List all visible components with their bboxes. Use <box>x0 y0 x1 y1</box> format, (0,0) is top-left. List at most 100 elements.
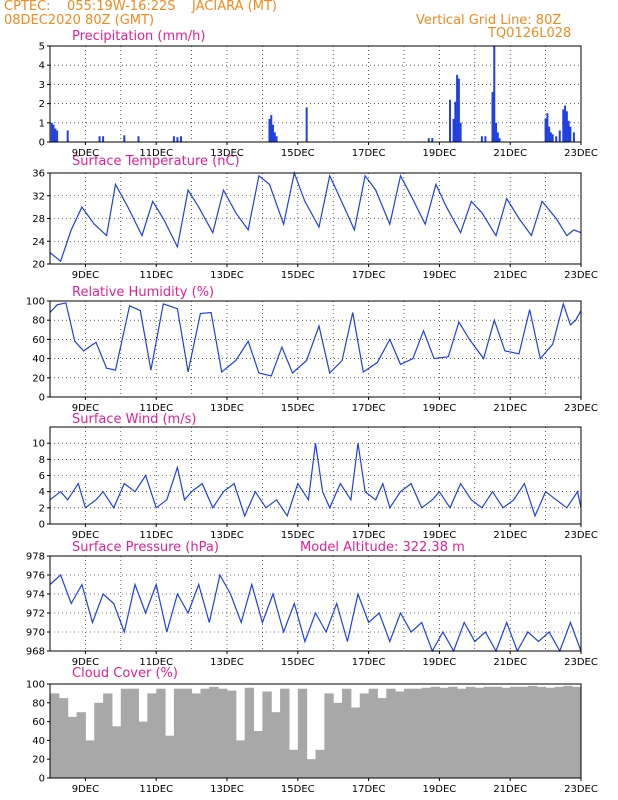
cloud-bar <box>350 707 361 778</box>
humidity-xtick-label: 11DEC <box>139 403 173 414</box>
precip-bar <box>558 130 561 142</box>
cloud-bar <box>58 698 69 778</box>
temp-xtick-label: 11DEC <box>139 270 173 281</box>
precip-bar <box>493 46 496 142</box>
precip-bar <box>275 136 278 142</box>
cloud-bar <box>395 691 405 778</box>
header-grid-note: Vertical Grid Line: 80Z <box>416 13 562 28</box>
precip-bar <box>427 138 430 142</box>
precip-bar <box>454 101 457 142</box>
cloud-bar <box>147 693 157 778</box>
precip-ytick-label: 3 <box>39 80 45 91</box>
cloud-bar <box>404 688 414 778</box>
precip-bar <box>567 120 570 142</box>
cloud-xtick-label: 21DEC <box>493 784 527 795</box>
precip-bar <box>484 136 487 142</box>
humidity-xtick-label: 23DEC <box>564 403 598 414</box>
precip-title: Precipitation (mm/h) <box>72 29 206 44</box>
wind-ytick-label: 0 <box>39 520 45 531</box>
precip-bar <box>555 136 558 142</box>
pressure-ytick-label: 972 <box>26 609 45 620</box>
header-station: CPTEC: 055:19W-16:22S JACIARA (MT) <box>4 0 277 14</box>
precip-bar <box>270 115 273 142</box>
cloud-bar <box>76 712 86 778</box>
precip-bar <box>480 136 483 142</box>
wind-xtick-label: 9DEC <box>72 530 99 541</box>
precip-ytick-label: 4 <box>39 61 45 72</box>
humidity-ytick-label: 80 <box>32 316 45 327</box>
humidity-xtick-label: 9DEC <box>72 403 99 414</box>
humidity-xtick-label: 17DEC <box>352 403 386 414</box>
cloud-bar <box>483 686 493 778</box>
temp-title: Surface Temperature (nC) <box>72 154 240 169</box>
cloud-bar <box>386 688 396 778</box>
cloud-bar <box>421 687 432 778</box>
humidity-ytick-label: 0 <box>39 393 45 404</box>
cloud-xtick-label: 13DEC <box>210 784 244 795</box>
header-date: 08DEC2020 80Z (GMT) <box>4 13 155 28</box>
precip-bar <box>52 124 55 142</box>
cloud-bar <box>103 693 113 778</box>
humidity-ytick-label: 60 <box>32 335 45 346</box>
temp-ytick-label: 24 <box>32 237 45 248</box>
cloud-bar <box>563 685 573 778</box>
temp-ytick-label: 20 <box>32 260 45 271</box>
temp-ytick-label: 32 <box>32 191 45 202</box>
cloud-bar <box>156 688 166 778</box>
precip-bar <box>273 132 276 142</box>
cloud-bar <box>519 686 529 778</box>
pressure-xtick-label: 11DEC <box>139 657 173 668</box>
cloud-xtick-label: 17DEC <box>352 784 386 795</box>
pressure-ytick-label: 976 <box>26 571 45 582</box>
precip-bar <box>452 118 455 142</box>
pressure-ytick-label: 970 <box>26 628 45 639</box>
precip-bar <box>179 136 182 142</box>
humidity-xtick-label: 19DEC <box>423 403 457 414</box>
precip-bar <box>172 136 175 142</box>
cloud-bar <box>536 686 547 778</box>
cloud-bar <box>120 688 131 778</box>
temp-ytick-label: 28 <box>32 214 45 225</box>
cloud-bar <box>572 686 582 778</box>
cloud-bar <box>333 702 343 778</box>
cloud-ytick-label: 60 <box>32 717 45 728</box>
pressure-ytick-label: 974 <box>26 590 45 601</box>
temp-xtick-label: 15DEC <box>281 270 315 281</box>
cloud-bar <box>253 731 263 778</box>
cloud-xtick-label: 11DEC <box>139 784 173 795</box>
cloud-bar <box>501 687 511 778</box>
cloud-bar <box>218 688 228 778</box>
cloud-xtick-label: 19DEC <box>423 784 457 795</box>
cloud-bar <box>368 688 378 778</box>
pressure-series-line <box>49 573 582 653</box>
pressure-ytick-label: 978 <box>26 552 45 563</box>
wind-frame <box>49 426 582 525</box>
precip-xtick-label: 11DEC <box>139 148 173 159</box>
precip-bar <box>548 126 551 142</box>
precip-xtick-label: 17DEC <box>352 148 386 159</box>
wind-ytick-label: 4 <box>39 487 45 498</box>
temp-xtick-label: 19DEC <box>423 270 457 281</box>
precip-frame <box>49 45 582 143</box>
wind-xtick-label: 15DEC <box>281 530 315 541</box>
precip-bar <box>562 109 565 142</box>
precip-ytick-label: 5 <box>39 42 45 53</box>
precip-bar <box>123 135 126 142</box>
cloud-title: Cloud Cover (%) <box>72 666 178 681</box>
precip-bar <box>305 107 308 142</box>
pressure-xtick-label: 19DEC <box>423 657 457 668</box>
cloud-bar <box>94 702 104 778</box>
precip-bar <box>449 99 452 142</box>
cloud-bar <box>342 688 352 778</box>
precip-bar <box>459 122 462 142</box>
precip-ytick-label: 2 <box>39 99 45 110</box>
cloud-bar <box>182 688 193 778</box>
pressure-xtick-label: 13DEC <box>210 657 244 668</box>
precip-bar <box>268 118 271 142</box>
precip-bar <box>50 122 53 142</box>
cloud-bar <box>412 688 423 778</box>
precip-xtick-label: 15DEC <box>281 148 315 159</box>
precip-xtick-label: 23DEC <box>564 148 598 159</box>
temp-series-line <box>49 170 582 263</box>
